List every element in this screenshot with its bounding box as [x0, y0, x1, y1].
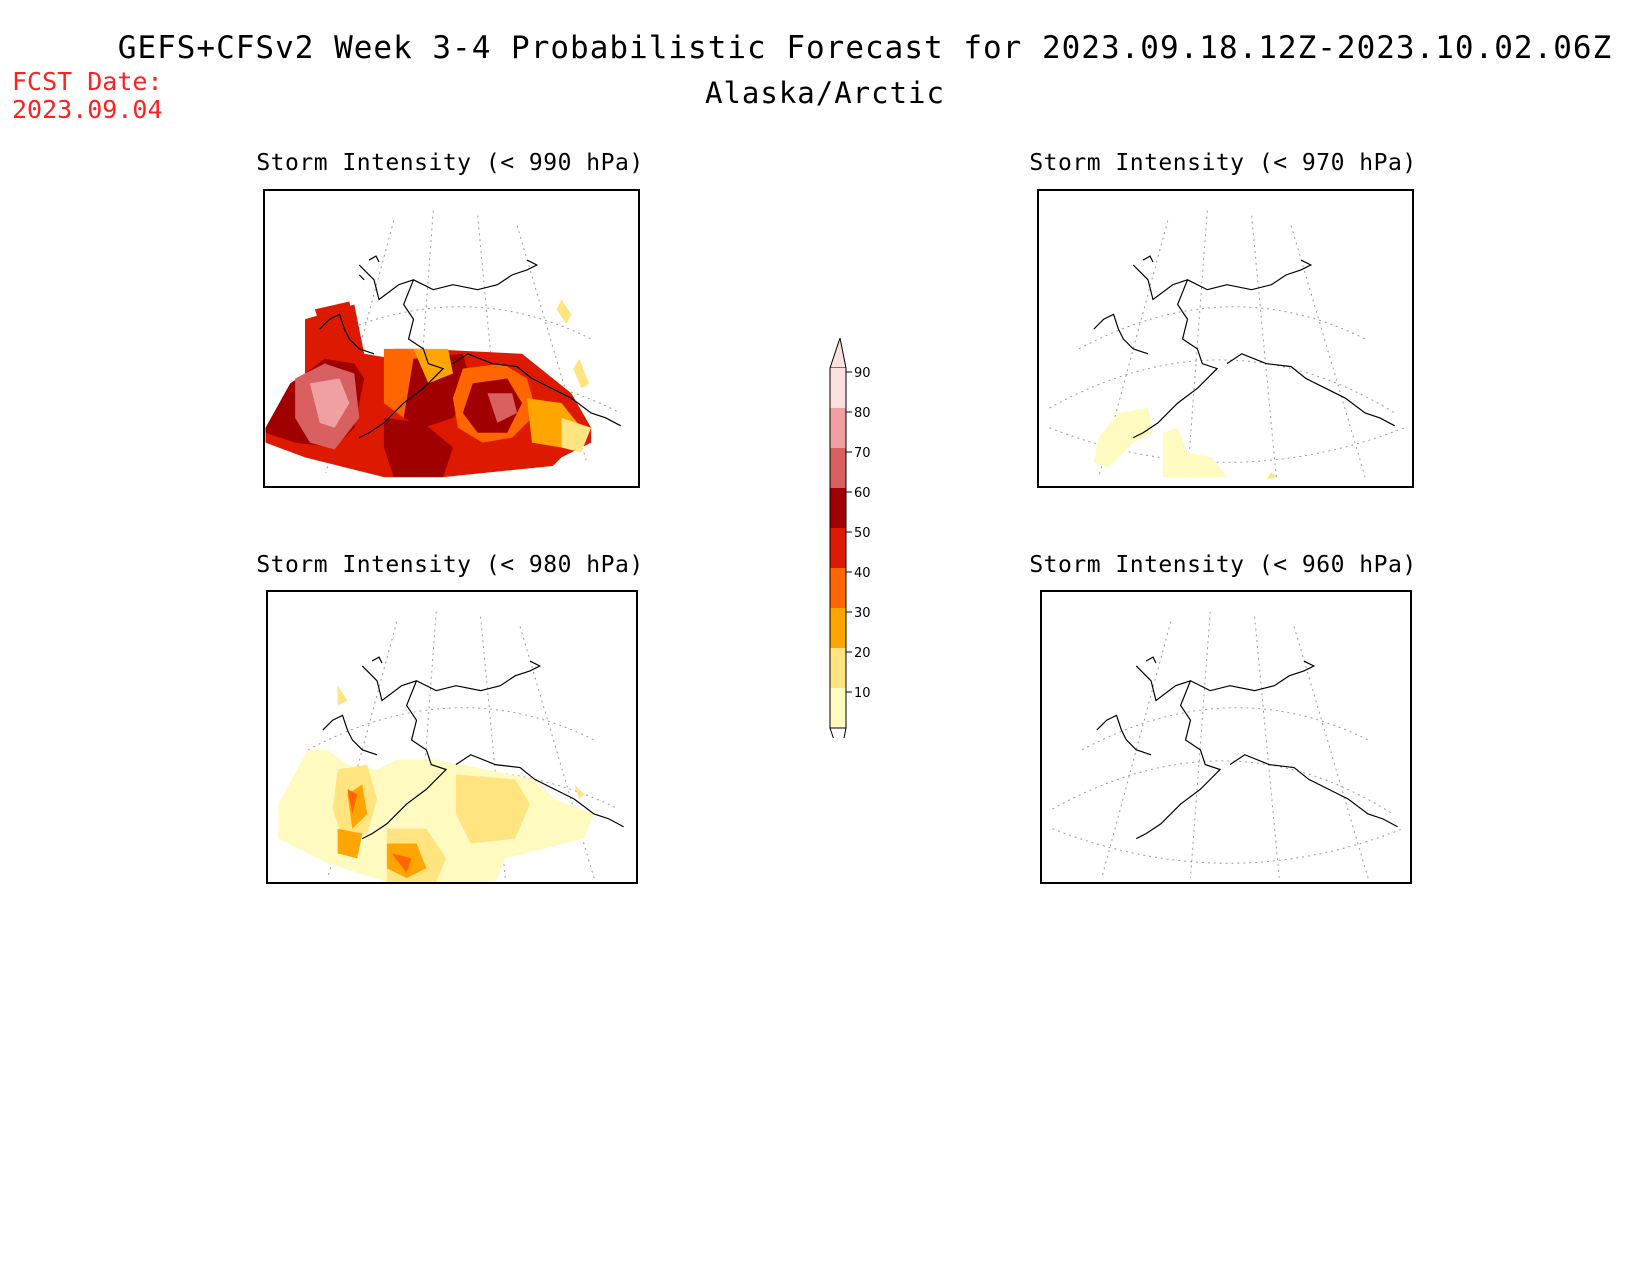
colorbar-swatch: [830, 368, 846, 408]
forecast-date-label: FCST Date:: [12, 67, 163, 96]
colorbar-label: 90: [854, 366, 871, 381]
forecast-date-block: FCST Date: 2023.09.04: [12, 68, 163, 124]
colorbar-swatch: [830, 448, 846, 488]
chart-subtitle: Alaska/Arctic: [705, 76, 945, 110]
map-970: [1049, 210, 1405, 480]
colorbar-swatch: [830, 488, 846, 528]
colorbar-swatch: [830, 568, 846, 608]
map-960: [1052, 611, 1403, 879]
forecast-date-value: 2023.09.04: [12, 95, 163, 124]
colorbar-label: 10: [854, 686, 871, 701]
panel-title-960: Storm Intensity (< 960 hPa): [1029, 552, 1417, 578]
colorbar-svg: 90 80 70 60 50 40 30 20 10: [829, 336, 871, 760]
colorbar-swatch: [830, 688, 846, 728]
colorbar-label: 70: [854, 446, 871, 461]
panel-title-970: Storm Intensity (< 970 hPa): [1029, 150, 1417, 176]
colorbar-swatch: [830, 608, 846, 648]
map-panel-960: [1040, 590, 1412, 884]
map-980: [278, 611, 624, 882]
colorbar-top-arrow: [829, 336, 847, 369]
chart-title: GEFS+CFSv2 Week 3-4 Probabilistic Foreca…: [117, 30, 1613, 66]
panel-title-980: Storm Intensity (< 980 hPa): [256, 552, 644, 578]
colorbar-label: 50: [854, 526, 871, 541]
colorbar-label: 80: [854, 406, 871, 421]
colorbar: 90 80 70 60 50 40 30 20 10: [822, 336, 882, 760]
colorbar-label: 60: [854, 486, 871, 501]
colorbar-swatch: [830, 528, 846, 568]
colorbar-label: 40: [854, 566, 871, 581]
map-panel-990: [263, 189, 640, 488]
colorbar-swatch: [830, 408, 846, 448]
panel-title-990: Storm Intensity (< 990 hPa): [256, 150, 644, 176]
colorbar-label: 20: [854, 646, 871, 661]
map-990: [265, 210, 638, 486]
colorbar-bottom-arrow: [829, 727, 847, 760]
map-panel-970: [1037, 189, 1414, 488]
map-panel-980: [266, 590, 638, 884]
colorbar-outline: [829, 368, 847, 728]
colorbar-label: 30: [854, 606, 871, 621]
colorbar-swatch: [830, 648, 846, 688]
